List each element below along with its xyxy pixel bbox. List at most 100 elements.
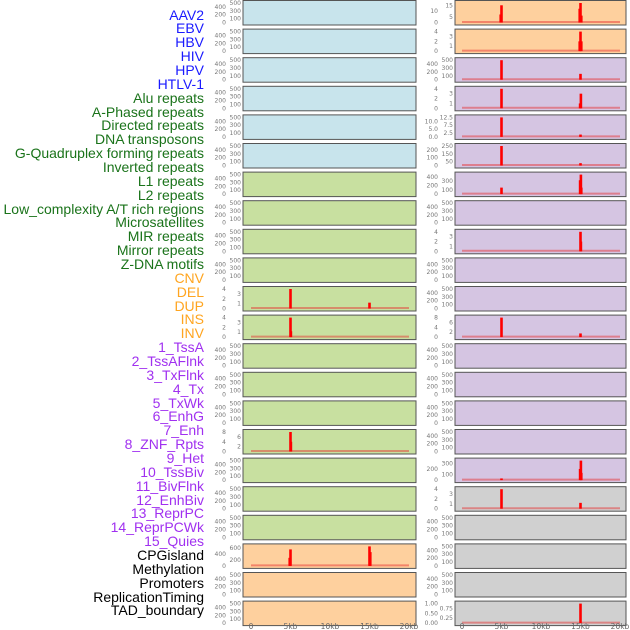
y-tick-label: 0 [222,477,226,484]
y-tick-label: 0 [434,105,438,112]
spike-bar [578,103,582,109]
y-tick-label: 400 [427,261,439,268]
y-tick-label: 1.00 [425,601,439,608]
panel-background [454,114,627,140]
y-tick-label: 500 [230,400,242,407]
y-tick-label: 500 [230,601,242,608]
y-tick-label: 200 [427,412,439,419]
track-label: HPV [175,61,204,78]
spike-bar [578,180,582,195]
spike-bar [500,478,503,481]
x-tick-label: 5kb [284,622,298,630]
y-tick-label: 500 [442,343,454,350]
y-tick-label: 100 [442,187,454,194]
y-tick-label: 0 [222,420,226,427]
y-tick-label: 300 [230,179,242,186]
y-tick-label: 0 [434,20,438,27]
y-tick-label: 400 [427,204,439,211]
y-tick-label: 0 [222,20,226,27]
y-tick-label: 400 [427,347,439,354]
track-label: Low_complexity A/T rich regions [3,200,205,217]
y-tick-label: 100 [442,73,454,80]
track-label: G-Quadruplex forming repeats [14,145,204,162]
y-tick-label: 500 [230,0,242,7]
y-tick-label: 500 [442,372,454,379]
track-label: DEL [176,283,204,300]
y-tick-label: 0 [434,277,438,284]
y-tick-label: 400 [215,404,227,411]
track-label: 5_TxWk [152,394,204,411]
spike-bar [289,289,292,309]
y-tick-label: 300 [442,65,454,72]
y-tick-label: 400 [215,376,227,383]
y-tick-label: 0 [222,592,226,599]
track-label: TAD_boundary [110,602,204,619]
y-tick-label: 500 [230,343,242,350]
y-tick-label: 500 [230,29,242,36]
y-tick-label: 8 [434,315,438,322]
y-tick-label: 200 [427,466,439,473]
y-tick-label: 6 [237,434,241,441]
y-tick-label: 200 [427,555,439,562]
spike-bar [579,134,582,137]
y-tick-label: 200 [215,40,227,47]
y-tick-label: 0 [222,620,226,627]
y-tick-label: 200 [215,241,227,248]
panel-background [242,57,417,83]
y-tick-label: 400 [215,176,227,183]
track-label: 4_Tx [172,380,204,397]
y-tick-label: 200 [215,269,227,276]
y-tick-label: 500 [442,572,454,579]
y-tick-label: 300 [442,551,454,558]
track-label: 3_TxFlnk [146,366,204,383]
y-tick-label: 200 [215,469,227,476]
panel-background [454,543,627,569]
panel-background [454,143,627,169]
panel-background [242,286,417,312]
y-tick-label: 4 [222,315,226,322]
track-label: 2_TssAFlnk [131,353,204,369]
track-label: A-Phased repeats [91,103,204,120]
panel-background [242,600,417,627]
y-tick-label: 3 [237,319,241,326]
y-tick-label: 500 [442,400,454,407]
y-tick-label: 10 [430,8,438,15]
y-tick-label: 300 [230,465,242,472]
y-tick-label: 0 [434,592,438,599]
panel-background [242,257,417,283]
y-tick-label: 400 [427,376,439,383]
y-tick-label: 100 [230,244,242,251]
track-label: CPGisland [137,547,204,564]
y-tick-label: 300 [230,380,242,387]
y-tick-label: 300 [230,122,242,129]
y-tick-label: 200 [215,384,227,391]
track-label: DNA transposons [95,131,204,148]
y-tick-label: 0 [434,220,438,227]
panel-background [454,0,627,26]
track-label: Inverted repeats [102,158,204,175]
y-tick-label: 0 [434,248,438,255]
track-label: Methylation [132,560,204,577]
y-tick-label: 0 [222,534,226,541]
y-tick-label: 400 [215,576,227,583]
spike-bar [579,187,583,195]
y-tick-label: 2 [222,296,226,303]
track-label: 15_Quies [144,533,204,550]
y-tick-label: 200 [427,441,439,448]
y-tick-label: 200 [427,147,439,154]
panel-background [242,0,417,26]
x-tick-label: 10kb [532,622,551,630]
spike-bar [500,317,503,338]
y-tick-label: 4 [434,86,438,93]
panel-background [454,572,627,598]
y-tick-label: 12.5 [440,114,454,121]
spike-bar [578,41,582,52]
panel-ins: 0 5 10 15 [430,0,627,27]
y-tick-label: 200 [215,527,227,534]
y-tick-label: 100 [230,187,242,194]
